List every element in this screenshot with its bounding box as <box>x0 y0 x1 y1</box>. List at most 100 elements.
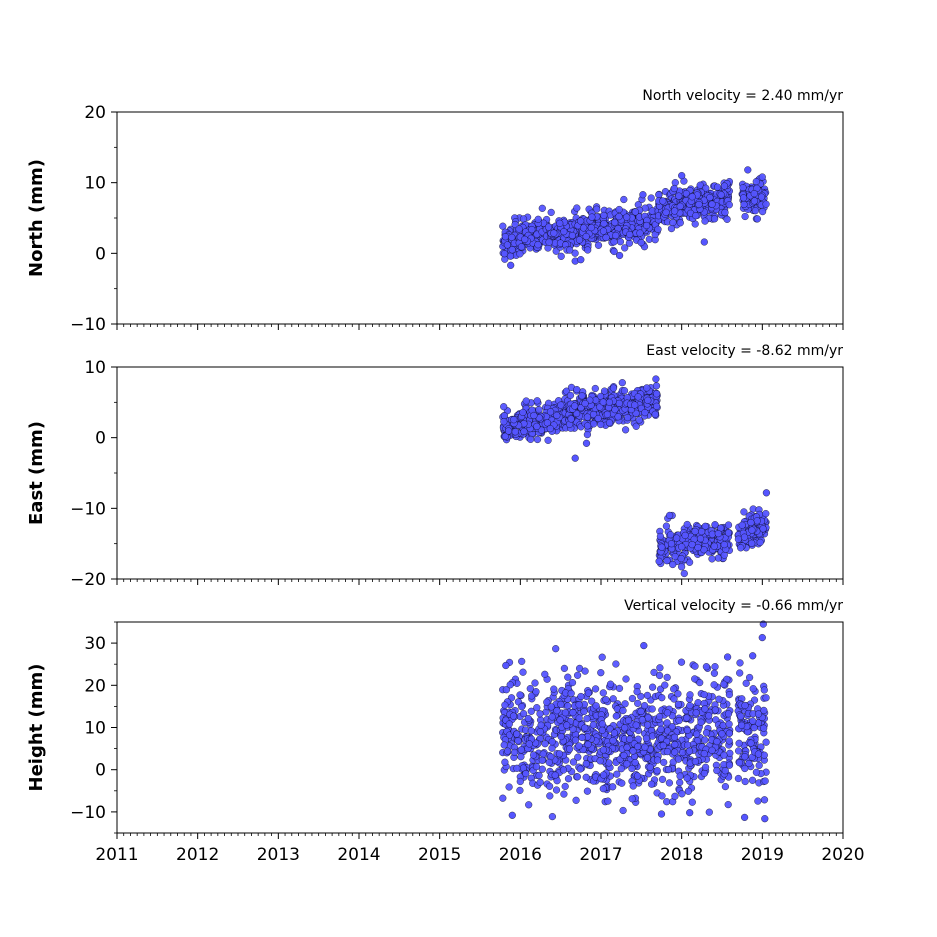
height-data-point <box>583 787 591 795</box>
height-data-point <box>632 721 640 729</box>
height-data-point <box>637 692 645 700</box>
east-data-point <box>653 402 661 410</box>
height-data-point <box>525 740 533 748</box>
height-data-point <box>623 760 631 768</box>
east-data-point <box>527 435 535 443</box>
height-data-point <box>581 724 589 732</box>
height-data-point <box>656 664 664 672</box>
height-data-point <box>684 787 692 795</box>
north-data-point <box>739 194 748 202</box>
height-data-point <box>622 675 630 683</box>
east-data-point <box>530 411 538 420</box>
height-data-point <box>758 634 766 642</box>
east-data-point <box>643 384 651 392</box>
height-data-point <box>725 729 733 737</box>
height-data-point <box>567 689 575 697</box>
east-data-point <box>701 522 709 530</box>
height-data-point <box>541 670 549 678</box>
east-data-point <box>567 415 575 423</box>
height-data-point <box>713 738 721 746</box>
east-data-point <box>762 489 770 497</box>
height-data-point <box>634 743 642 751</box>
north-data-point <box>626 230 634 239</box>
north-y-tick-label: 0 <box>95 244 106 264</box>
east-data-point <box>500 418 508 426</box>
height-data-point <box>548 738 556 746</box>
height-data-point <box>509 712 518 720</box>
height-data-point <box>720 680 728 688</box>
north-data-point <box>757 193 766 201</box>
height-data-point <box>574 671 582 679</box>
height-data-point <box>612 712 620 720</box>
east-data-point <box>571 454 579 462</box>
north-data-point <box>667 225 676 233</box>
height-data-point <box>656 713 664 721</box>
north-data-point <box>517 243 526 251</box>
height-data-point <box>665 779 673 787</box>
height-data-point <box>621 700 629 708</box>
height-data-point <box>619 806 627 815</box>
north-data-point <box>753 215 761 223</box>
east-data-point <box>671 553 679 561</box>
north-data-point <box>623 213 631 221</box>
north-data-point <box>511 220 519 229</box>
height-data-point <box>569 758 578 766</box>
height-data-point <box>578 733 586 742</box>
north-data-point <box>688 193 696 201</box>
north-panel-title: North velocity = 2.40 mm/yr <box>642 88 843 104</box>
height-data-point <box>517 753 525 761</box>
height-data-point <box>560 790 568 798</box>
north-data-point <box>580 224 588 232</box>
height-data-point <box>705 808 713 816</box>
east-data-point <box>519 408 527 416</box>
height-data-point <box>575 714 583 722</box>
height-data-point <box>649 683 657 691</box>
height-data-point <box>629 747 637 755</box>
north-data-point <box>723 215 731 223</box>
east-data-point <box>500 412 508 420</box>
east-data-point <box>724 521 733 529</box>
east-data-point <box>663 557 671 565</box>
east-points <box>499 375 770 578</box>
east-data-point <box>582 439 591 447</box>
north-data-point <box>587 224 595 232</box>
height-data-point <box>671 741 679 749</box>
height-data-point <box>556 716 564 724</box>
east-data-point <box>520 427 528 435</box>
height-data-point <box>564 702 572 710</box>
height-data-point <box>620 751 628 759</box>
height-data-point <box>700 769 708 777</box>
north-y-tick-label: 10 <box>84 174 106 194</box>
height-data-point <box>527 707 535 715</box>
east-data-point <box>734 535 742 543</box>
height-data-point <box>597 669 605 677</box>
height-data-point <box>657 810 666 818</box>
east-data-point <box>533 422 541 430</box>
east-data-point <box>720 541 728 549</box>
height-y-tick-label: 30 <box>84 634 106 654</box>
height-data-point <box>721 767 729 775</box>
north-data-point <box>620 195 628 204</box>
north-data-point <box>714 183 722 191</box>
north-data-point <box>636 229 644 237</box>
height-data-point <box>599 785 607 793</box>
east-data-point <box>620 387 629 395</box>
east-data-point <box>590 410 598 419</box>
height-data-point <box>674 700 682 708</box>
east-data-point <box>688 541 696 549</box>
north-data-point <box>659 197 667 205</box>
north-y-tick-label: 20 <box>84 103 106 123</box>
east-data-point <box>658 543 666 551</box>
north-data-point <box>600 211 608 219</box>
height-data-point <box>708 746 716 754</box>
north-data-point <box>550 229 558 237</box>
height-data-point <box>582 760 590 768</box>
east-data-point <box>557 401 565 409</box>
height-data-point <box>575 742 583 750</box>
north-data-point <box>643 221 651 230</box>
north-data-point <box>528 226 536 234</box>
east-data-point <box>669 560 677 569</box>
height-data-point <box>711 663 719 671</box>
height-data-point <box>663 798 671 806</box>
height-data-point <box>505 720 513 728</box>
